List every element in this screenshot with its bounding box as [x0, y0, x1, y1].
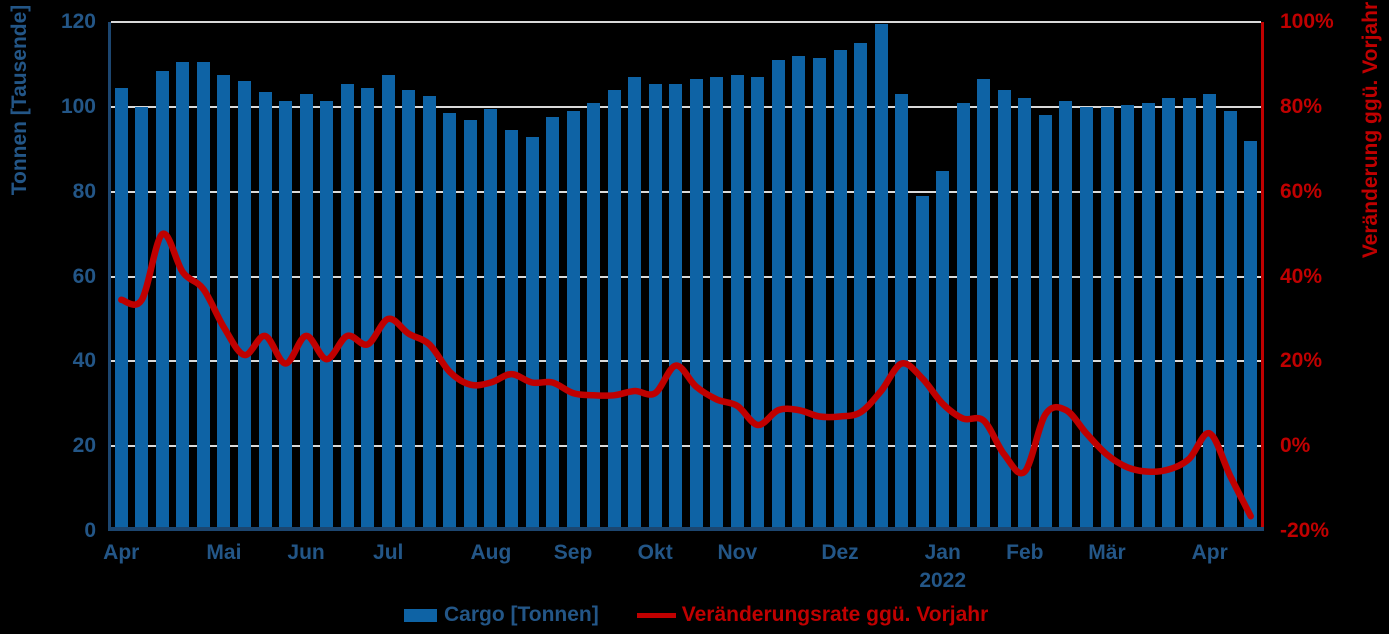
- bar: [1162, 98, 1176, 531]
- right-y-axis-line: [1261, 22, 1264, 531]
- grid-line: [111, 21, 1261, 23]
- bar: [710, 77, 724, 531]
- bar: [566, 111, 580, 531]
- legend-line-label: Veränderungsrate ggü. Vorjahr: [681, 603, 989, 626]
- line-series-layer: [118, 230, 1254, 520]
- grid-line: [111, 275, 1261, 278]
- left-y-tick-label: 100: [60, 94, 96, 118]
- left-y-tick-label: 60: [72, 264, 96, 288]
- bar: [258, 92, 272, 531]
- x-tick-label: Mär: [1088, 541, 1126, 564]
- right-y-tick-label: 40%: [1280, 264, 1323, 288]
- bar: [463, 119, 477, 531]
- plot-area: [111, 21, 1261, 531]
- right-axis-title: Veränderung ggü. Vorjahr: [1359, 1, 1382, 259]
- bar: [730, 75, 744, 531]
- x-axis-year-label: 2022: [919, 569, 967, 592]
- bar: [238, 81, 251, 531]
- bar: [956, 102, 970, 531]
- bar: [279, 100, 293, 531]
- bar: [340, 83, 354, 531]
- left-y-tick-label: 0: [84, 519, 96, 542]
- bar: [1100, 106, 1114, 531]
- bar: [648, 83, 662, 531]
- bar: [895, 94, 909, 531]
- bar: [689, 79, 703, 531]
- grid-line: [111, 360, 1261, 363]
- left-y-tick-label: 80: [72, 179, 96, 203]
- right-y-tick-label: 20%: [1280, 349, 1323, 373]
- x-tick-label: Nov: [717, 541, 758, 564]
- bar: [114, 87, 128, 531]
- bar: [1223, 111, 1237, 531]
- left-y-tick-label: 40: [72, 349, 96, 373]
- bar: [1121, 104, 1134, 531]
- right-y-tick-label: 0%: [1280, 434, 1311, 458]
- bar: [874, 24, 888, 531]
- bar: [196, 62, 210, 531]
- bar: [155, 70, 169, 531]
- bar: [1182, 98, 1196, 531]
- bar: [320, 100, 334, 531]
- bar: [299, 94, 313, 531]
- left-axis-title: Tonnen [Tausende]: [8, 4, 31, 196]
- bar: [381, 75, 395, 531]
- bar: [546, 117, 559, 531]
- bar: [751, 77, 765, 531]
- bar: [402, 89, 416, 531]
- x-tick-label: Apr: [103, 541, 140, 564]
- x-tick-label: Mai: [206, 541, 242, 564]
- x-tick-label: Sep: [553, 541, 593, 564]
- right-y-tick-label: -20%: [1280, 519, 1330, 542]
- legend-bar-label: Cargo [Tonnen]: [444, 603, 599, 626]
- x-tick-label: Okt: [637, 541, 673, 564]
- bar: [484, 109, 498, 531]
- bar: [176, 62, 190, 531]
- bar: [607, 89, 621, 531]
- bar: [422, 96, 436, 531]
- right-y-tick-label: 60%: [1280, 179, 1323, 203]
- x-tick-label: Feb: [1006, 541, 1044, 564]
- bar: [915, 195, 929, 531]
- bar: [1141, 102, 1155, 531]
- x-tick-label: Apr: [1191, 541, 1228, 564]
- right-y-tick-label: 80%: [1280, 94, 1323, 118]
- bar: [1203, 94, 1217, 531]
- left-y-axis-line: [108, 22, 111, 531]
- left-y-tick-label: 20: [72, 434, 96, 458]
- x-tick-label: Aug: [470, 541, 512, 564]
- bar: [669, 83, 683, 531]
- bar: [997, 89, 1011, 531]
- legend-spacer: [599, 615, 637, 616]
- right-y-tick-label: 100%: [1280, 10, 1334, 33]
- x-tick-label: Dez: [821, 541, 859, 564]
- bar: [217, 75, 231, 531]
- bar: [1244, 140, 1258, 531]
- bar: [525, 136, 539, 531]
- bar: [504, 130, 518, 531]
- bar: [1059, 100, 1073, 531]
- x-axis-line: [108, 527, 1264, 531]
- left-y-tick-label: 120: [60, 10, 96, 33]
- legend-bar-swatch: [404, 608, 437, 622]
- bar: [587, 102, 601, 531]
- bar: [628, 77, 642, 531]
- bar: [936, 170, 950, 531]
- legend: Cargo [Tonnen] Veränderungsrate ggü. Vor…: [404, 603, 988, 627]
- bar: [833, 49, 847, 531]
- x-tick-label: Jun: [287, 541, 325, 564]
- grid-line: [111, 445, 1261, 448]
- bar: [443, 113, 457, 531]
- grid-line: [111, 190, 1261, 193]
- bar: [135, 106, 149, 531]
- x-tick-label: Jan: [924, 541, 961, 564]
- bar: [1018, 98, 1032, 531]
- x-tick-label: Jul: [373, 541, 404, 564]
- rate-line: [118, 230, 1254, 520]
- grid-line: [111, 105, 1261, 108]
- legend-line-swatch: [636, 612, 676, 618]
- bar: [361, 87, 375, 531]
